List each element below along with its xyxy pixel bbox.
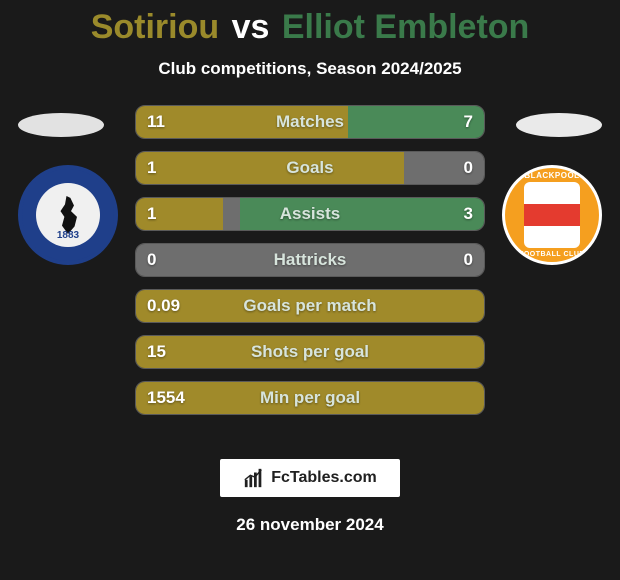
club-crest-right-bottom-text: FOOTBALL CLUB bbox=[505, 251, 599, 258]
vs-label: vs bbox=[232, 8, 270, 46]
chart-icon bbox=[243, 467, 265, 489]
stat-bar-track bbox=[135, 335, 485, 369]
stat-bars: Matches117 Goals10 Assists13 Hattricks00 Goa… bbox=[135, 105, 485, 415]
stat-bar-neutral-fill bbox=[136, 244, 484, 276]
stat-bar-left-fill bbox=[136, 198, 223, 230]
club-crest-right-stripe bbox=[524, 204, 580, 226]
club-crest-left: 1883 bbox=[18, 165, 118, 265]
club-crest-left-inner: 1883 bbox=[36, 183, 100, 247]
stat-bar-left-fill bbox=[136, 152, 404, 184]
stat-bar-track bbox=[135, 105, 485, 139]
stat-bar-right-fill bbox=[348, 106, 484, 138]
fctables-logo-text: FcTables.com bbox=[271, 469, 377, 487]
stat-bar-track bbox=[135, 381, 485, 415]
player1-shadow-oval bbox=[18, 113, 104, 137]
fctables-logo: FcTables.com bbox=[220, 459, 400, 497]
stat-bar-left-fill bbox=[136, 336, 484, 368]
comparison-title: Sotiriou vs Elliot Embleton bbox=[0, 0, 620, 47]
player1-name: Sotiriou bbox=[91, 8, 219, 46]
stat-bar-gap-fill bbox=[404, 152, 484, 184]
stat-row: Shots per goal15 bbox=[135, 335, 485, 369]
comparison-content: 1883 BLACKPOOL FOOTBALL CLUB Matches117 G… bbox=[0, 105, 620, 435]
stat-bar-track bbox=[135, 289, 485, 323]
stat-bar-track bbox=[135, 243, 485, 277]
stat-row: Assists13 bbox=[135, 197, 485, 231]
stat-bar-left-fill bbox=[136, 106, 348, 138]
stat-bar-track bbox=[135, 197, 485, 231]
stat-bar-right-fill bbox=[240, 198, 484, 230]
player2-shadow-oval bbox=[516, 113, 602, 137]
stat-row: Min per goal1554 bbox=[135, 381, 485, 415]
stat-row: Goals per match0.09 bbox=[135, 289, 485, 323]
club-crest-right-top-text: BLACKPOOL bbox=[505, 171, 599, 180]
stat-bar-left-fill bbox=[136, 382, 484, 414]
stat-row: Matches117 bbox=[135, 105, 485, 139]
pirate-figure-icon bbox=[53, 196, 83, 234]
player2-name: Elliot Embleton bbox=[282, 8, 529, 46]
club-crest-left-year: 1883 bbox=[57, 230, 79, 241]
stat-row: Hattricks00 bbox=[135, 243, 485, 277]
stat-row: Goals10 bbox=[135, 151, 485, 185]
footer-date: 26 november 2024 bbox=[0, 515, 620, 535]
club-crest-right-shield bbox=[524, 182, 580, 248]
subtitle: Club competitions, Season 2024/2025 bbox=[0, 59, 620, 79]
stat-bar-gap-fill bbox=[223, 198, 240, 230]
club-crest-right: BLACKPOOL FOOTBALL CLUB bbox=[502, 165, 602, 265]
stat-bar-left-fill bbox=[136, 290, 484, 322]
stat-bar-track bbox=[135, 151, 485, 185]
